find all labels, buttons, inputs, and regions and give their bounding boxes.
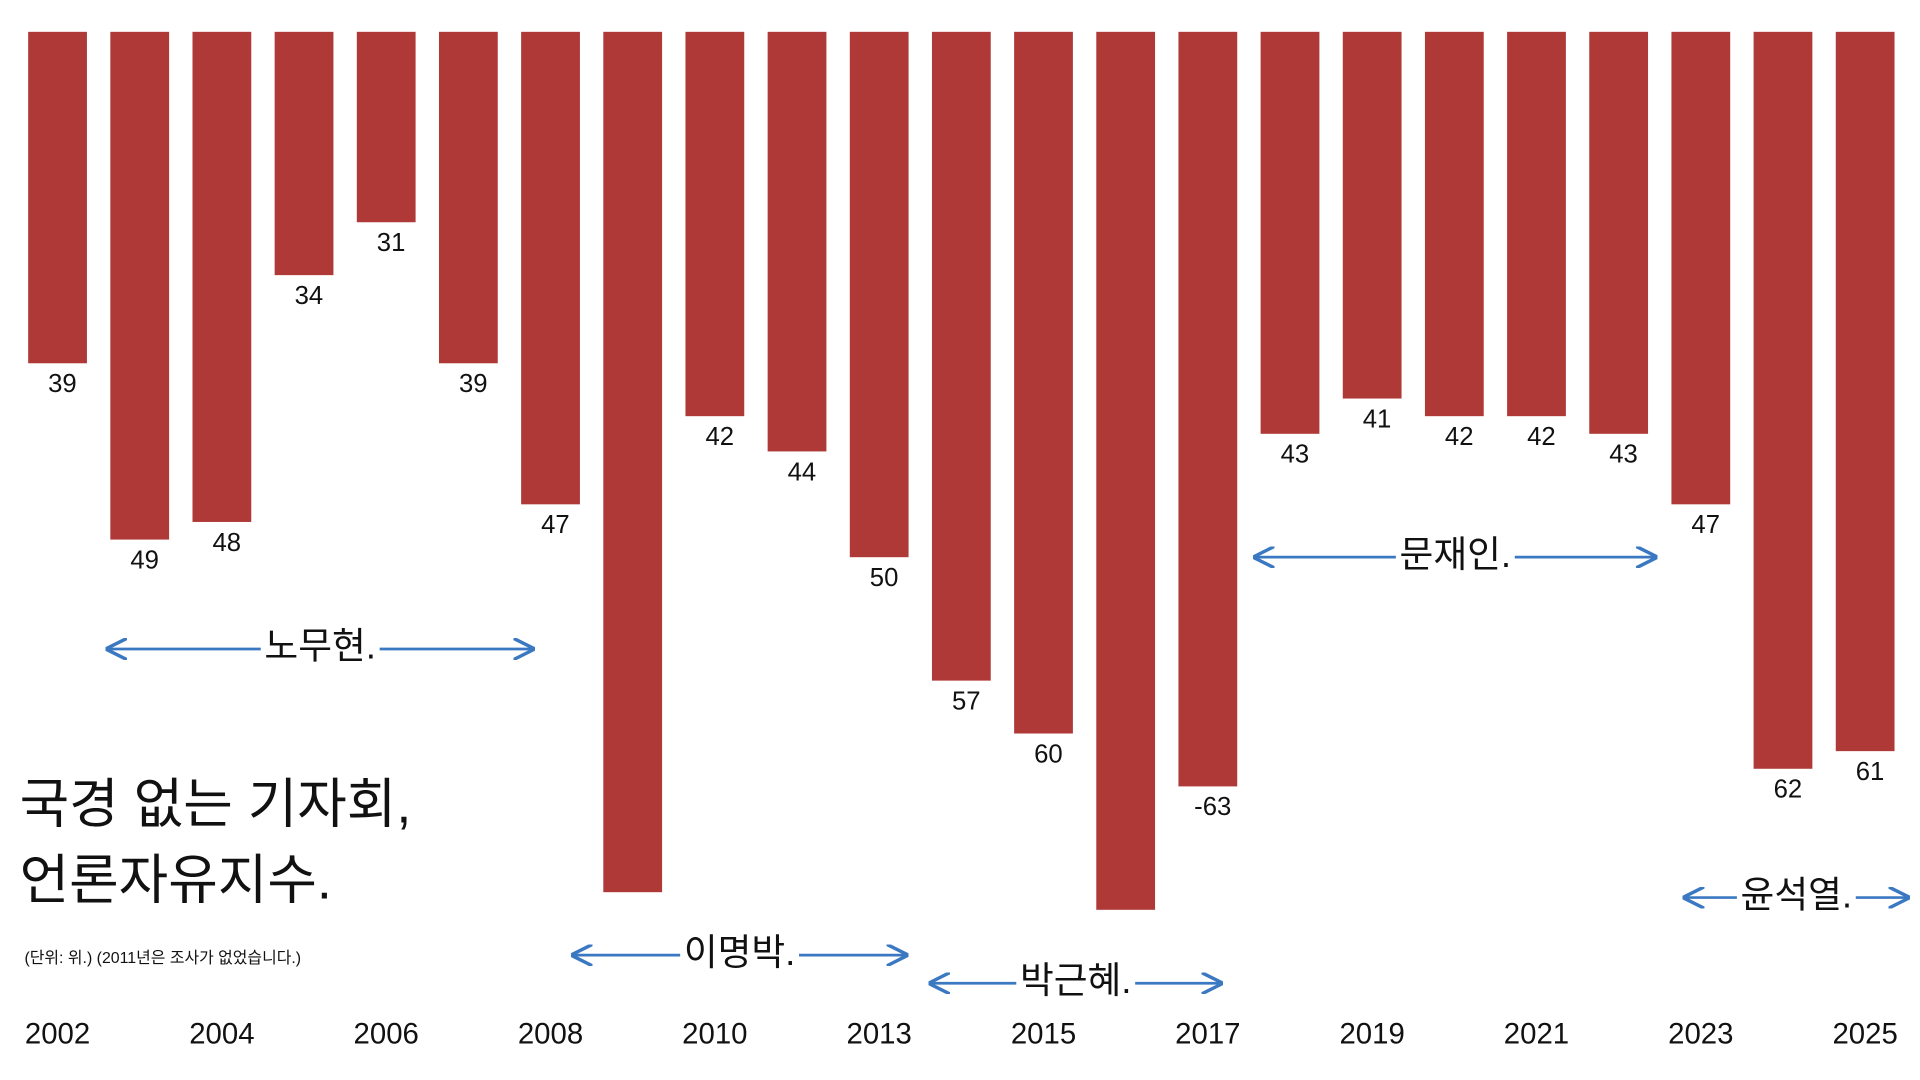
annotation-bg: [1736, 874, 1856, 916]
value-label: 50: [870, 564, 899, 592]
bar: [1342, 31, 1402, 399]
value-label: 39: [459, 370, 488, 398]
x-tick-label: 2008: [518, 1018, 583, 1051]
bar: [1014, 31, 1073, 734]
annotation-bg: [260, 625, 380, 667]
annotation-bg: [1395, 533, 1515, 575]
x-tick-label: 2015: [1011, 1018, 1076, 1051]
bar: [1178, 31, 1238, 787]
annotation-label: 박근혜.: [1020, 960, 1132, 1001]
x-tick-label: 2023: [1668, 1018, 1733, 1051]
bar: [1260, 31, 1320, 434]
annotation-bg: [1016, 959, 1136, 1001]
bar: [849, 31, 909, 558]
x-tick-label: 2019: [1339, 1018, 1404, 1051]
value-label: 60: [1034, 740, 1063, 768]
bar: [1096, 31, 1156, 910]
bar: [28, 31, 87, 364]
value-label: -63: [1194, 793, 1231, 821]
x-tick-label: 2017: [1175, 1018, 1240, 1051]
value-label: 49: [130, 546, 159, 574]
annotation-label: 노무현.: [264, 626, 376, 667]
x-tick-label: 2002: [25, 1018, 90, 1051]
bar: [438, 31, 498, 364]
chart-subtitle: (단위: 위.) (2011년은 조사가 없었습니다.): [24, 949, 301, 967]
bar: [521, 31, 580, 505]
value-label: 42: [705, 423, 734, 451]
value-label: 57: [952, 687, 981, 715]
value-label: 41: [1363, 405, 1392, 433]
bar: [603, 31, 663, 893]
value-label: 34: [295, 282, 324, 310]
value-label: 42: [1445, 423, 1474, 451]
x-tick-label: 2025: [1832, 1018, 1897, 1051]
value-label: 42: [1527, 423, 1556, 451]
bar: [1835, 31, 1895, 752]
value-label: 62: [1774, 776, 1803, 804]
annotation-bg: [680, 931, 800, 973]
bar: [1589, 31, 1649, 434]
x-tick-label: 2010: [682, 1018, 747, 1051]
bar: [110, 31, 170, 540]
bar: [1753, 31, 1813, 769]
value-label: 61: [1856, 758, 1885, 786]
bar: [356, 31, 416, 223]
x-tick-label: 2004: [189, 1018, 254, 1051]
value-label: 47: [1691, 511, 1720, 539]
value-label: 39: [48, 370, 77, 398]
x-tick-label: 2013: [847, 1018, 912, 1051]
value-label: 43: [1609, 441, 1638, 469]
bar: [767, 31, 827, 452]
x-tick-label: 2021: [1504, 1018, 1569, 1051]
annotation-label: 이명박.: [684, 932, 796, 973]
bar: [685, 31, 745, 417]
value-label: 44: [788, 458, 817, 486]
value-label: 43: [1281, 441, 1310, 469]
annotation-label: 윤석열.: [1741, 874, 1853, 915]
value-label: 47: [541, 511, 570, 539]
bar: [192, 31, 252, 522]
bar: [1424, 31, 1484, 417]
chart-title: 언론자유지수.: [20, 850, 332, 910]
value-label: 31: [377, 229, 406, 257]
bar: [1671, 31, 1731, 505]
bar: [931, 31, 991, 681]
bar: [274, 31, 334, 276]
x-tick-label: 2006: [354, 1018, 419, 1051]
annotation-label: 문재인.: [1400, 534, 1512, 575]
bar: [1507, 31, 1566, 417]
value-label: 48: [212, 529, 241, 557]
chart-title: 국경 없는 기자회,: [20, 774, 412, 834]
